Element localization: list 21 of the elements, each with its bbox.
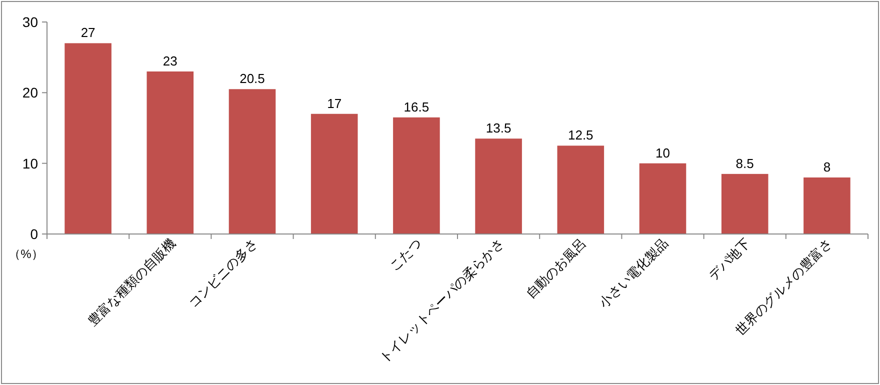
data-label: 23 — [162, 53, 178, 68]
x-tick-label: コンビニの多さ — [185, 236, 260, 310]
y-tick-label: 10 — [22, 155, 38, 172]
data-label: 10 — [656, 145, 670, 160]
x-tick-label: デパ地下 — [706, 236, 753, 283]
data-label: 12.5 — [568, 128, 594, 143]
x-tick-label: 自動のお風呂 — [523, 236, 589, 302]
y-axis-title: （%） — [8, 247, 44, 261]
y-tick-label: 30 — [22, 14, 38, 30]
x-tick-label: 小さい電化製品 — [596, 236, 671, 310]
data-label: 8.5 — [736, 156, 754, 171]
data-label: 17 — [327, 96, 342, 111]
x-tick-label: こたつ — [386, 236, 425, 274]
y-tick-label: 20 — [22, 84, 38, 101]
y-tick-label: 0 — [30, 226, 38, 242]
data-label: 8 — [823, 159, 831, 174]
data-label: 16.5 — [404, 99, 430, 114]
x-tick-label: 豊富な種類の自販機 — [84, 236, 178, 329]
data-label: 20.5 — [240, 71, 265, 86]
data-label: 13.5 — [486, 120, 512, 136]
data-label: 27 — [80, 25, 96, 40]
